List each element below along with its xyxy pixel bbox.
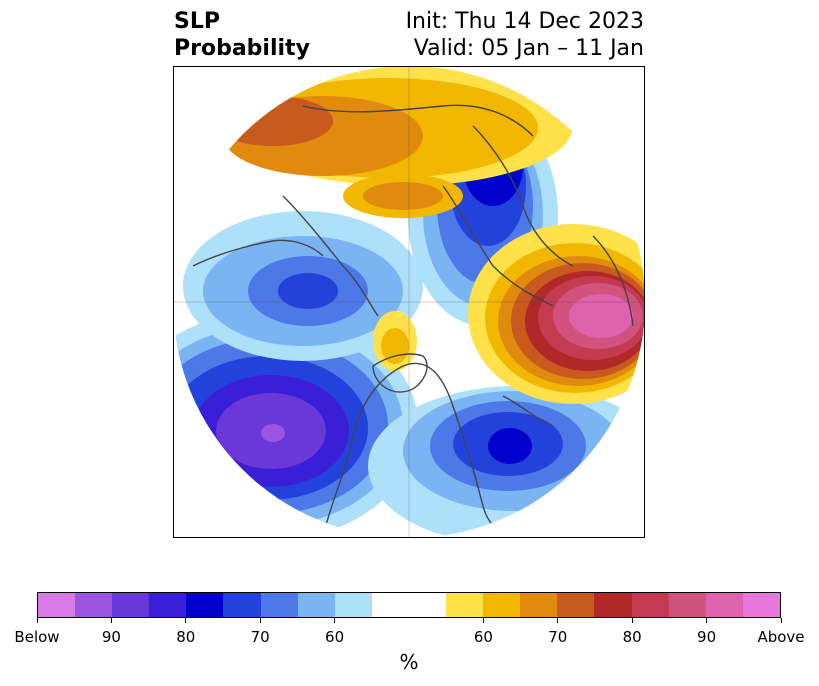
colorbar-segment <box>38 593 76 617</box>
colorbar-tick-label: 60 <box>325 628 345 646</box>
colorbar-tick-mark <box>631 618 633 623</box>
colorbar-tick-label: 80 <box>622 628 642 646</box>
colorbar-tick-mark <box>482 618 484 623</box>
colorbar-segment <box>483 593 521 617</box>
colorbar-segment <box>520 593 558 617</box>
colorbar-segment <box>557 593 595 617</box>
colorbar-segment <box>186 593 224 617</box>
colorbar-segment <box>149 593 187 617</box>
colorbar-tick-mark <box>110 618 112 623</box>
graticule <box>173 66 645 538</box>
colorbar-segment <box>260 593 298 617</box>
land-outlines <box>192 104 634 538</box>
colorbar <box>37 592 781 618</box>
title-line-1: SLP <box>174 9 220 34</box>
colorbar-segment <box>223 593 261 617</box>
colorbar-segment <box>371 593 447 617</box>
colorbar-tick-mark <box>557 618 559 623</box>
colorbar-segment <box>668 593 706 617</box>
chart-title: SLP Probability <box>174 8 310 62</box>
colorbar-tick-mark <box>36 618 38 623</box>
colorbar-tick-label: Above <box>757 628 805 646</box>
colorbar-tick-label: 90 <box>697 628 717 646</box>
colorbar-tick-label: 70 <box>548 628 568 646</box>
colorbar-segment <box>594 593 632 617</box>
colorbar-tick-label: 80 <box>176 628 196 646</box>
siberia-above-region <box>468 224 645 404</box>
colorbar-tick-label: Below <box>14 628 60 646</box>
colorbar-segment <box>75 593 113 617</box>
colorbar-segment <box>631 593 669 617</box>
colorbar-segment <box>705 593 743 617</box>
colorbar-segment <box>334 593 372 617</box>
eastern-russia-above-region <box>213 66 573 218</box>
colorbar-tick-label: 60 <box>473 628 493 646</box>
init-date: Init: Thu 14 Dec 2023 <box>405 9 644 34</box>
colorbar-segment <box>742 593 780 617</box>
colorbar-unit: % <box>399 650 419 674</box>
colorbar-tick-mark <box>780 618 782 623</box>
valid-date: Valid: 05 Jan – 11 Jan <box>413 36 644 61</box>
colorbar-segment <box>112 593 150 617</box>
colorbar-tick-label: 90 <box>101 628 121 646</box>
colorbar-tick-mark <box>259 618 261 623</box>
colorbar-segment <box>297 593 335 617</box>
colorbar-tick-mark <box>185 618 187 623</box>
title-line-2: Probability <box>174 36 310 61</box>
colorbar-segment <box>446 593 484 617</box>
colorbar-tick-label: 70 <box>250 628 270 646</box>
colorbar-tick-mark <box>706 618 708 623</box>
western-canada-below-region <box>183 211 423 361</box>
colorbar-tick-mark <box>334 618 336 623</box>
probability-map <box>173 66 645 538</box>
forecast-dates: Init: Thu 14 Dec 2023 Valid: 05 Jan – 11… <box>406 8 644 62</box>
